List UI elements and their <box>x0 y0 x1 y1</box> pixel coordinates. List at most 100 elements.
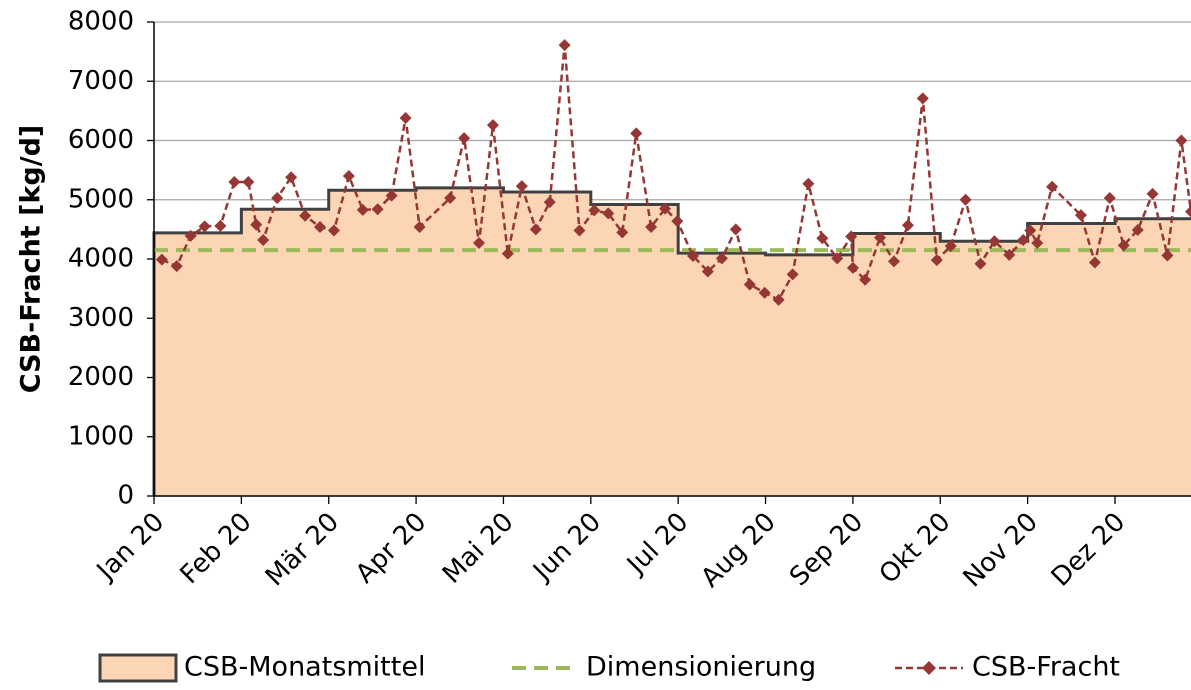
data-point <box>602 207 615 220</box>
data-point <box>214 219 227 232</box>
data-point <box>543 196 556 209</box>
data-point <box>701 265 714 278</box>
data-point <box>371 203 384 216</box>
data-point <box>772 293 785 306</box>
x-tick-label: Jan 20 <box>90 507 170 587</box>
legend-label: Dimensionierung <box>586 652 816 683</box>
y-tick-label: 0 <box>117 481 134 511</box>
legend-label: CSB-Fracht <box>972 652 1120 683</box>
data-point <box>1031 237 1044 250</box>
x-tick-label: Jul 20 <box>620 507 694 581</box>
y-tick-label: 1000 <box>68 421 134 451</box>
data-point <box>916 92 929 105</box>
data-point <box>630 127 643 140</box>
data-point <box>558 39 571 52</box>
data-point <box>845 230 858 243</box>
data-point <box>687 250 700 263</box>
x-tick-label: Aug 20 <box>695 507 781 593</box>
data-point <box>573 224 586 237</box>
data-point <box>529 223 542 236</box>
data-point <box>1117 239 1130 252</box>
data-point <box>1131 223 1144 236</box>
data-point <box>715 252 728 265</box>
x-tick-label: Okt 20 <box>874 507 957 590</box>
data-point <box>299 209 312 222</box>
data-point <box>327 224 340 237</box>
data-point <box>729 223 742 236</box>
y-tick-label: 7000 <box>68 66 134 96</box>
data-point <box>816 232 829 245</box>
data-point <box>228 175 241 188</box>
data-point <box>198 220 211 233</box>
x-tick-label: Dez 20 <box>1046 507 1132 593</box>
legend-marker <box>922 661 936 675</box>
data-point <box>786 268 799 281</box>
x-tick-label: Apr 20 <box>350 507 432 589</box>
data-point <box>645 221 658 234</box>
x-tick-label: Mai 20 <box>437 507 520 590</box>
data-point <box>342 170 355 183</box>
data-point <box>1185 205 1191 218</box>
y-tick-label: 8000 <box>68 7 134 37</box>
x-tick-label: Feb 20 <box>175 507 258 590</box>
data-point <box>271 191 284 204</box>
y-tick-label: 4000 <box>68 244 134 274</box>
data-point <box>184 229 197 242</box>
data-point <box>758 286 771 299</box>
data-point <box>170 260 183 273</box>
data-point <box>959 193 972 206</box>
data-point <box>1024 224 1037 237</box>
data-point <box>1103 191 1116 204</box>
legend-swatch <box>98 653 178 683</box>
legend-label: CSB-Monatsmittel <box>184 652 425 683</box>
data-point <box>155 253 168 266</box>
data-point <box>901 219 914 232</box>
data-point <box>802 177 815 190</box>
data-point <box>515 180 528 193</box>
y-tick-label: 5000 <box>68 184 134 214</box>
data-point <box>458 132 471 145</box>
data-point <box>1161 249 1174 262</box>
data-point <box>399 111 412 124</box>
data-point <box>974 257 987 270</box>
y-tick-label: 6000 <box>68 125 134 155</box>
data-point <box>873 231 886 244</box>
x-tick-label: Sep 20 <box>784 507 869 592</box>
data-point <box>501 247 514 260</box>
data-point <box>1046 180 1059 193</box>
data-point <box>988 235 1001 248</box>
data-point <box>1088 256 1101 269</box>
x-tick-label: Mär 20 <box>260 507 345 592</box>
data-point <box>944 239 957 252</box>
data-point <box>859 273 872 286</box>
data-point <box>444 191 457 204</box>
data-point <box>743 278 756 291</box>
data-point <box>930 254 943 267</box>
data-point <box>313 221 326 234</box>
data-point <box>1175 134 1188 147</box>
x-tick-label: Jun 20 <box>526 507 607 588</box>
data-point <box>242 175 255 188</box>
y-axis-title: CSB-Fracht [kg/d] <box>16 125 47 393</box>
data-point <box>887 255 900 268</box>
data-point <box>846 261 859 274</box>
y-tick-label: 3000 <box>68 303 134 333</box>
y-tick-label: 2000 <box>68 362 134 392</box>
data-point <box>659 202 672 215</box>
data-point <box>671 215 684 228</box>
data-point <box>1146 187 1159 200</box>
data-point <box>413 221 426 234</box>
x-tick-label: Nov 20 <box>958 507 1044 593</box>
data-point <box>588 204 601 217</box>
data-point <box>250 218 263 231</box>
data-point <box>1074 209 1087 222</box>
data-point <box>356 203 369 216</box>
data-point <box>285 171 298 184</box>
data-point <box>616 226 629 239</box>
data-point <box>472 237 485 250</box>
data-point <box>831 252 844 265</box>
area <box>154 187 1191 496</box>
data-point <box>486 119 499 132</box>
data-point <box>257 234 270 247</box>
